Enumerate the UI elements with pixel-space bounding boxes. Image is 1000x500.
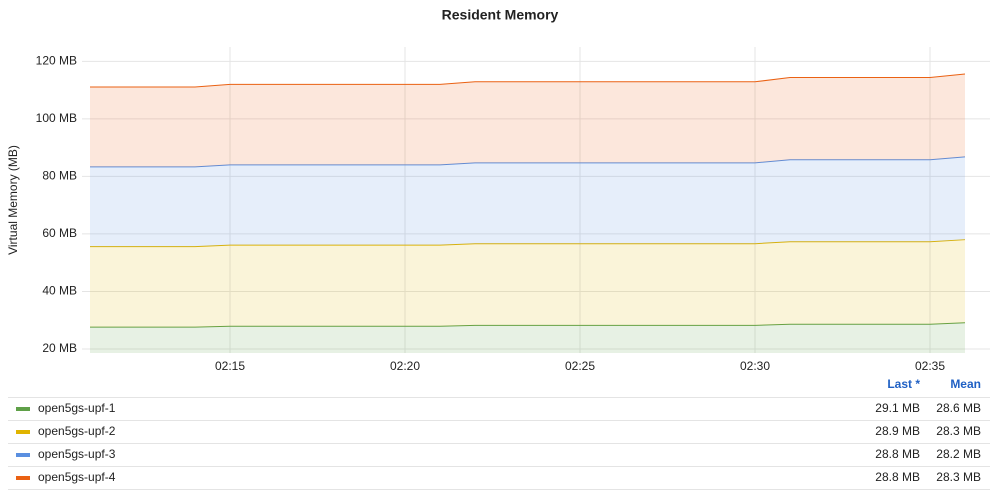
x-tick-label: 02:25 [565,359,595,373]
legend-last: 28.8 MB [875,470,920,484]
legend-last: 28.8 MB [875,447,920,461]
legend-label[interactable]: open5gs-upf-2 [38,424,116,438]
legend-mean: 28.2 MB [936,447,981,461]
legend-mean: 28.6 MB [936,401,981,415]
chart-title: Resident Memory [442,7,559,23]
x-tick-label: 02:20 [390,359,420,373]
y-tick-label: 80 MB [42,169,77,183]
legend-swatch [16,476,30,480]
y-tick-label: 20 MB [42,341,77,355]
legend-swatch [16,407,30,411]
y-axis-label: Virtual Memory (MB) [6,145,20,255]
legend-mean: 28.3 MB [936,470,981,484]
series-line [90,156,966,168]
y-tick-label: 120 MB [36,54,77,68]
series-line [90,239,966,248]
legend-last: 29.1 MB [875,401,920,415]
legend-label[interactable]: open5gs-upf-3 [38,447,116,461]
legend-last: 28.9 MB [875,424,920,438]
legend-swatch [16,430,30,434]
area-fill [90,156,965,247]
series-line [90,322,966,328]
area-fill [90,322,965,353]
series-line [90,73,966,88]
x-tick-label: 02:35 [915,359,945,373]
legend-mean: 28.3 MB [936,424,981,438]
y-tick-label: 100 MB [36,111,77,125]
x-tick-label: 02:15 [215,359,245,373]
area-fill [90,74,965,167]
legend-label[interactable]: open5gs-upf-1 [38,401,116,415]
area-fill [90,239,965,328]
y-tick-label: 60 MB [42,226,77,240]
x-tick-label: 02:30 [740,359,770,373]
legend-header[interactable]: Last * [887,377,920,391]
legend-swatch [16,453,30,457]
legend-header[interactable]: Mean [950,377,981,391]
legend-label[interactable]: open5gs-upf-4 [38,470,116,484]
y-tick-label: 40 MB [42,284,77,298]
